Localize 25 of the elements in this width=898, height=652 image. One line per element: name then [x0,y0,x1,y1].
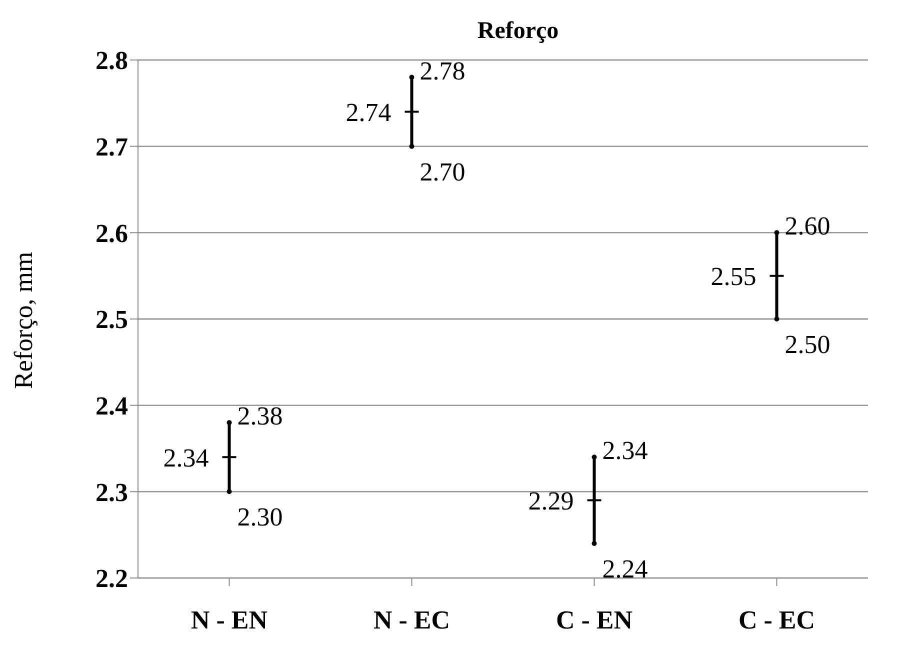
annotation: 2.30 [237,502,283,532]
y-tick-label: 2.2 [96,564,128,594]
annotation: 2.78 [420,56,466,86]
annotation: 2.24 [602,554,648,584]
y-tick-label: 2.7 [96,132,128,162]
data-label: 2.29 [528,486,574,516]
y-tick-label: 2.4 [96,392,128,421]
annotation: 2.38 [237,402,283,431]
annotation: 2.34 [602,436,648,466]
y-tick-label: 2.8 [96,46,128,76]
y-tick-label: 2.6 [96,218,128,248]
x-tick-label: N - EN [190,605,268,634]
annotation: 2.70 [420,157,466,186]
annotation: 2.60 [784,212,830,241]
x-tick-label: C - EN [556,605,633,634]
annotation: 2.50 [784,330,830,359]
chart-title: Reforço [476,18,560,45]
y-tick-label: 2.3 [96,478,128,507]
y-axis-title: Reforço, mm [9,252,38,389]
y-tick-label: 2.5 [96,305,128,334]
x-tick-label: C - EC [738,605,816,634]
data-label: 2.74 [346,98,392,128]
data-label: 2.55 [710,262,756,292]
x-tick-label: N - EC [373,605,450,634]
data-label: 2.34 [163,443,209,472]
